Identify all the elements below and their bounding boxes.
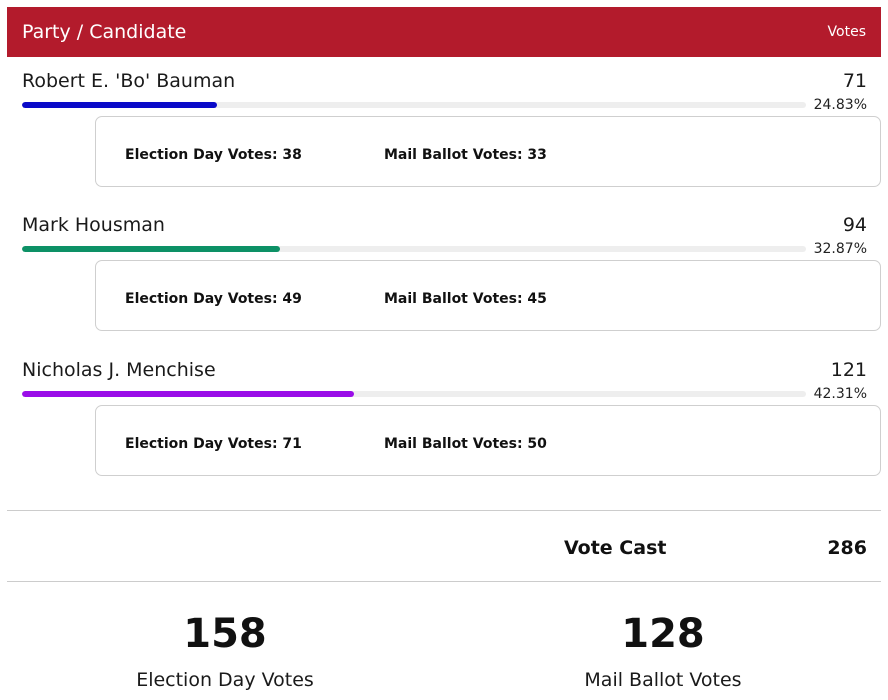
candidate-vote-percent: 32.87% [813, 241, 867, 257]
vote-share-bar [22, 102, 806, 108]
vote-share-bar [22, 391, 806, 397]
candidate-row: Nicholas J. Menchise 121 42.31% Election… [0, 350, 888, 494]
candidate-vote-count: 71 [842, 70, 867, 92]
election-day-total: 158 [183, 611, 267, 657]
election-day-summary-label: Election Day Votes [136, 669, 314, 691]
divider [7, 581, 881, 582]
results-table-header: Party / Candidate Votes [7, 7, 881, 57]
vote-breakdown-box: Election Day Votes: 49 Mail Ballot Votes… [95, 260, 881, 331]
candidate-vote-percent: 42.31% [813, 386, 867, 402]
vote-share-bar [22, 246, 806, 252]
candidate-vote-percent: 24.83% [813, 97, 867, 113]
votes-column-header: Votes [827, 24, 866, 40]
mail-ballot-votes: Mail Ballot Votes: 50 [384, 436, 547, 452]
vote-cast-total: 286 [827, 537, 867, 559]
mail-ballot-total: 128 [621, 611, 705, 657]
vote-breakdown-box: Election Day Votes: 71 Mail Ballot Votes… [95, 405, 881, 476]
vote-share-bar-fill [22, 391, 354, 397]
election-day-votes: Election Day Votes: 49 [125, 291, 302, 307]
election-day-votes: Election Day Votes: 38 [125, 147, 302, 163]
divider [7, 510, 881, 511]
mail-ballot-votes: Mail Ballot Votes: 33 [384, 147, 547, 163]
vote-share-bar-fill [22, 246, 280, 252]
election-day-summary: 158 Election Day Votes [75, 610, 375, 692]
mail-ballot-summary: 128 Mail Ballot Votes [513, 610, 813, 692]
candidate-row: Robert E. 'Bo' Bauman 71 24.83% Election… [0, 61, 888, 205]
candidate-name: Nicholas J. Menchise [22, 359, 216, 381]
mail-ballot-summary-label: Mail Ballot Votes [584, 669, 742, 691]
candidate-name: Mark Housman [22, 214, 165, 236]
vote-cast-label: Vote Cast [564, 537, 667, 559]
party-candidate-column-header: Party / Candidate [22, 21, 187, 43]
mail-ballot-votes: Mail Ballot Votes: 45 [384, 291, 547, 307]
candidate-name: Robert E. 'Bo' Bauman [22, 70, 236, 92]
vote-breakdown-box: Election Day Votes: 38 Mail Ballot Votes… [95, 116, 881, 187]
candidate-vote-count: 94 [842, 214, 867, 236]
candidate-vote-count: 121 [830, 359, 867, 381]
candidate-row: Mark Housman 94 32.87% Election Day Vote… [0, 205, 888, 349]
election-day-votes: Election Day Votes: 71 [125, 436, 302, 452]
vote-share-bar-fill [22, 102, 217, 108]
